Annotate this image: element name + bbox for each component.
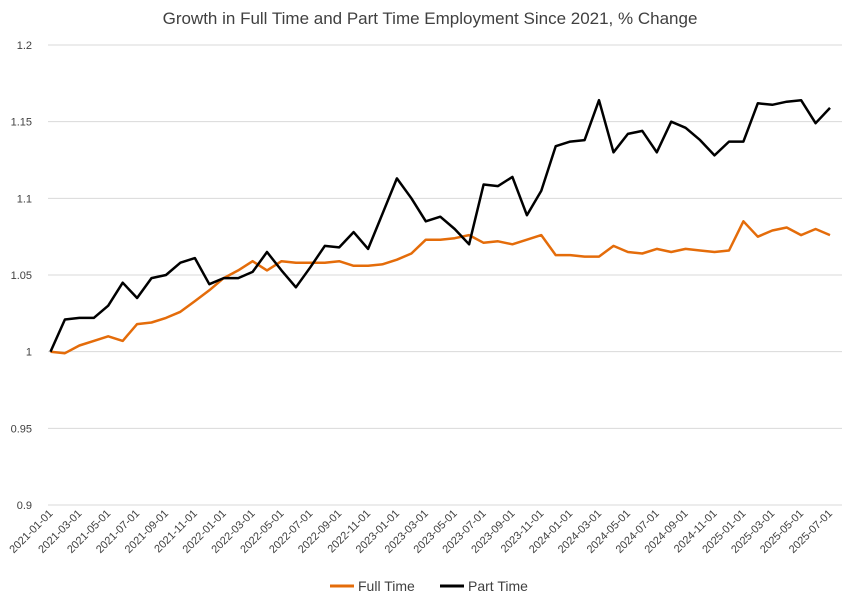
part-time-legend-label: Part Time <box>468 578 528 594</box>
series-lines <box>49 98 831 355</box>
full-time-series-line <box>50 220 831 355</box>
y-tick-label: 1.2 <box>17 40 32 52</box>
y-axis-tick-labels: 0.9 0.95 1 1.05 1.1 1.15 1.2 <box>11 40 32 512</box>
legend: Full Time Part Time <box>330 578 528 594</box>
y-tick-label: 1.05 <box>11 270 32 282</box>
part-time-series-line <box>49 98 831 353</box>
y-tick-label: 1.1 <box>17 193 32 205</box>
chart-title: Growth in Full Time and Part Time Employ… <box>163 9 698 28</box>
full-time-legend-label: Full Time <box>358 578 415 594</box>
gridlines <box>48 44 842 506</box>
y-tick-label: 0.95 <box>11 423 32 435</box>
y-tick-label: 1.15 <box>11 117 32 129</box>
y-tick-label: 1 <box>26 347 32 359</box>
x-axis-tick-labels: 2021-01-012021-03-012021-05-012021-07-01… <box>7 508 835 556</box>
y-tick-label: 0.9 <box>17 500 32 512</box>
